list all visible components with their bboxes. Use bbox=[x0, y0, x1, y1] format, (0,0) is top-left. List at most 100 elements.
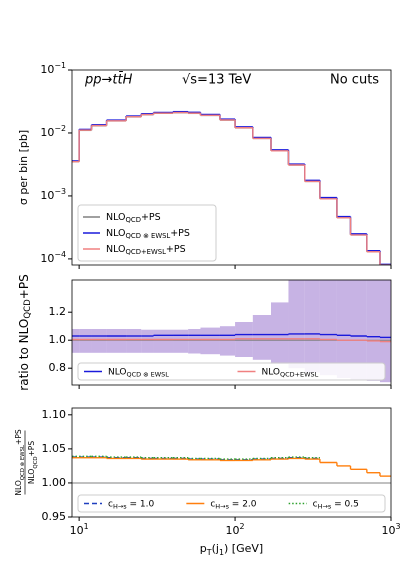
plot-area bbox=[72, 280, 391, 383]
legend-label: NLOQCD+EWSL bbox=[262, 367, 319, 379]
text-part: H→s bbox=[215, 503, 229, 511]
plot-area bbox=[72, 455, 391, 484]
band bbox=[288, 280, 305, 369]
text-part: 10 bbox=[40, 252, 54, 265]
legend-label: NLOQCD ⊗ EWSL+PS bbox=[106, 228, 190, 241]
text-part: +PS bbox=[141, 212, 161, 223]
band bbox=[91, 329, 107, 353]
text-part: +PS bbox=[27, 441, 36, 457]
band bbox=[219, 326, 236, 356]
band bbox=[141, 329, 154, 353]
y-tick-label: 10−4 bbox=[40, 249, 66, 265]
text-part: ratio to NLO bbox=[17, 319, 31, 391]
annotation: No cuts bbox=[330, 73, 379, 88]
text-part: NLO bbox=[106, 228, 126, 239]
y-axis-label: ratio to NLOQCD+PS bbox=[17, 274, 33, 390]
text-part: = 2.0 bbox=[229, 499, 257, 509]
x-tick-label: 101 bbox=[70, 522, 89, 538]
text-part: QCD+EWSL bbox=[126, 248, 167, 256]
text-part: T bbox=[206, 548, 212, 557]
text-part: +PS bbox=[14, 429, 23, 445]
band bbox=[126, 329, 142, 353]
y-tick-label: 1.2 bbox=[49, 305, 67, 318]
text-part: 10 bbox=[40, 189, 54, 202]
y-tick-label: 10−2 bbox=[40, 123, 66, 139]
text-part: c bbox=[108, 499, 113, 509]
band bbox=[79, 329, 92, 353]
y-tick-label: 1.0 bbox=[49, 333, 67, 346]
text-part: ) [GeV] bbox=[224, 542, 263, 555]
text-part: QCD bbox=[33, 456, 39, 468]
plot-area bbox=[72, 110, 391, 265]
legend-label: NLOQCD+EWSL+PS bbox=[106, 244, 186, 257]
legend-label: cH→s = 2.0 bbox=[210, 499, 256, 511]
band bbox=[173, 329, 189, 353]
band bbox=[304, 280, 320, 373]
text-part: QCD bbox=[23, 299, 33, 319]
text-part: QCD+EWSL bbox=[280, 371, 319, 379]
text-part: 10 bbox=[40, 63, 54, 76]
y-tick-label: 0.8 bbox=[49, 361, 67, 374]
legend-label: cH→s = 0.5 bbox=[313, 499, 359, 511]
band bbox=[350, 280, 367, 380]
x-tick-label: 103 bbox=[381, 522, 400, 538]
text-part: 10 bbox=[40, 126, 54, 139]
band bbox=[235, 322, 253, 357]
text-part: NLO bbox=[108, 367, 127, 377]
legend-label: NLOQCD+PS bbox=[106, 212, 161, 225]
legend-label: cH→s = 1.0 bbox=[108, 499, 154, 511]
annotation: pp→tt̄H bbox=[84, 72, 133, 87]
text-part: −3 bbox=[54, 186, 66, 195]
band bbox=[153, 329, 174, 353]
band bbox=[106, 329, 127, 353]
text-part: −1 bbox=[54, 61, 66, 70]
text-part: c bbox=[313, 499, 318, 509]
text-part: 3 bbox=[395, 522, 400, 531]
text-part: 2 bbox=[240, 522, 245, 531]
band bbox=[336, 280, 351, 378]
text-part: NLO bbox=[27, 469, 36, 485]
y-axis-numerator: NLOQCD ⊗ EWSL+PS bbox=[14, 429, 26, 496]
y-axis-denominator: NLOQCD+PS bbox=[27, 441, 39, 484]
band bbox=[379, 280, 391, 383]
y-tick-label: 0.95 bbox=[42, 510, 67, 523]
text-part: = 0.5 bbox=[331, 499, 359, 509]
text-part: NLO bbox=[262, 367, 281, 377]
text-part: H→s bbox=[113, 503, 127, 511]
text-part: QCD ⊗ EWSL bbox=[127, 371, 170, 379]
band bbox=[366, 280, 380, 381]
y-tick-label: 1.10 bbox=[42, 408, 67, 421]
y-tick-label: 1.05 bbox=[42, 442, 67, 455]
band bbox=[319, 280, 337, 376]
text-part: +PS bbox=[166, 244, 186, 255]
band bbox=[200, 327, 220, 355]
text-part: +PS bbox=[17, 274, 31, 299]
text-part: −4 bbox=[54, 249, 66, 258]
text-part: (j bbox=[212, 542, 219, 555]
band bbox=[252, 315, 272, 360]
frame bbox=[71, 69, 392, 266]
frame bbox=[71, 279, 392, 386]
band bbox=[188, 329, 201, 354]
y-tick-label: 1.00 bbox=[42, 476, 67, 489]
text-part: QCD bbox=[126, 216, 141, 224]
text-part: H→s bbox=[318, 503, 332, 511]
y-axis-label: σ per bin [pb] bbox=[17, 130, 30, 205]
x-axis-label: pT(j1) [GeV] bbox=[200, 542, 263, 557]
band bbox=[72, 329, 80, 353]
legend-label: NLOQCD ⊗ EWSL bbox=[108, 367, 169, 379]
text-part: 10 bbox=[381, 524, 395, 537]
text-part: c bbox=[210, 499, 215, 509]
text-part: QCD ⊗ EWSL bbox=[20, 445, 26, 480]
text-part: 1 bbox=[219, 548, 224, 557]
band bbox=[271, 302, 289, 364]
legend-box bbox=[77, 494, 386, 513]
text-part: −2 bbox=[54, 123, 66, 132]
text-part: 10 bbox=[226, 524, 240, 537]
legend-box bbox=[77, 204, 217, 262]
frame bbox=[71, 407, 392, 518]
text-part: NLO bbox=[106, 212, 126, 223]
text-part: = 1.0 bbox=[127, 499, 155, 509]
